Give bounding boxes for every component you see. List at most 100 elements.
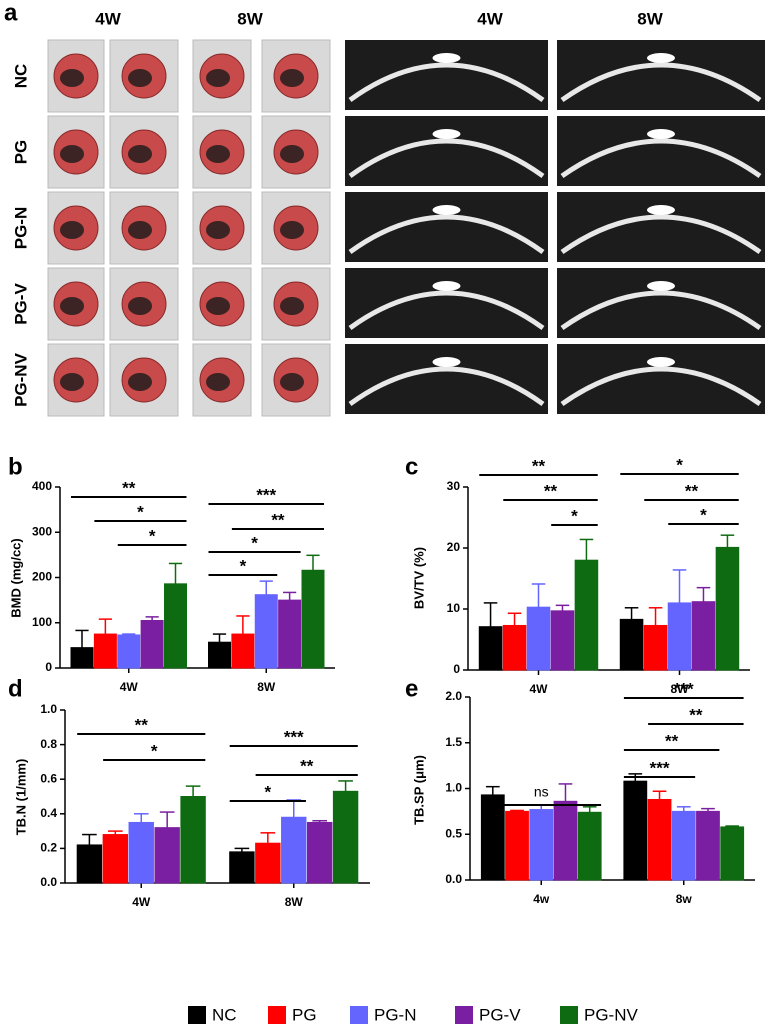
significance-label: ***: [674, 679, 694, 698]
bar: [154, 827, 180, 884]
y-axis-label: BMD (mg/cc): [8, 538, 23, 617]
x-tick-label: 4W: [132, 895, 151, 909]
column-label: 8W: [637, 9, 663, 28]
legend-label: PG-NV: [584, 1005, 639, 1024]
bone-tissue: [206, 221, 230, 239]
bone-tissue: [280, 221, 304, 239]
bone-tissue: [60, 221, 84, 239]
legend-swatch: [350, 1006, 368, 1024]
x-tick-label: 8W: [671, 682, 690, 696]
y-tick-label: 1.5: [445, 735, 462, 749]
y-tick-label: 200: [32, 570, 52, 584]
bone-tissue: [280, 145, 304, 163]
legend-swatch: [188, 1006, 206, 1024]
y-tick-label: 2.0: [445, 689, 462, 703]
ct-highlight: [432, 357, 461, 367]
bone-tissue: [128, 221, 152, 239]
significance-label: **: [665, 731, 679, 750]
significance-label: **: [135, 715, 149, 734]
bar: [619, 618, 644, 671]
ct-bone: [348, 62, 545, 103]
ct-highlight: [647, 129, 675, 139]
bar: [647, 798, 672, 881]
bar: [332, 790, 359, 884]
ct-image: [345, 40, 548, 110]
significance-label: **: [544, 481, 558, 500]
ct-image: [345, 116, 548, 186]
bar: [643, 624, 668, 671]
column-label: 8W: [237, 9, 263, 28]
x-tick-label: 4W: [530, 682, 549, 696]
bone-tissue: [280, 69, 304, 87]
significance-label: *: [251, 533, 258, 552]
significance-label: **: [122, 478, 136, 497]
bone-tissue: [206, 297, 230, 315]
bar: [255, 842, 281, 884]
bar: [553, 800, 578, 881]
bar: [140, 619, 164, 669]
legend-swatch: [455, 1006, 473, 1024]
bar: [691, 601, 716, 671]
significance-label: ***: [650, 758, 670, 777]
y-tick-label: 0: [453, 662, 460, 676]
panel-label: e: [405, 675, 418, 702]
ct-image: [557, 344, 765, 414]
significance-label: *: [265, 782, 272, 801]
y-tick-label: 20: [447, 540, 461, 554]
y-tick-label: 0.0: [40, 875, 57, 889]
bar: [180, 796, 206, 884]
bone-tissue: [60, 373, 84, 391]
legend-label: PG-N: [374, 1005, 417, 1024]
x-tick-label: 4w: [533, 892, 550, 906]
bar: [526, 606, 551, 671]
significance-label: ***: [256, 485, 276, 504]
significance-label: *: [151, 741, 158, 760]
panel-label: a: [4, 0, 18, 26]
significance-label: ns: [534, 784, 549, 800]
ct-bone: [348, 138, 545, 179]
panel-label: d: [8, 675, 23, 702]
bar: [70, 647, 94, 669]
bone-tissue: [206, 145, 230, 163]
significance-label: *: [240, 556, 247, 575]
panel-label: b: [8, 453, 23, 480]
y-tick-label: 0.8: [40, 737, 57, 751]
bar: [254, 594, 278, 669]
y-tick-label: 1.0: [40, 702, 57, 716]
bone-tissue: [128, 373, 152, 391]
bone-tissue: [206, 373, 230, 391]
bar: [278, 599, 302, 669]
ct-highlight: [432, 281, 461, 291]
bar: [102, 834, 129, 884]
bar: [671, 810, 696, 881]
ct-bone: [348, 214, 545, 255]
ct-image: [557, 192, 765, 262]
ct-image: [557, 40, 765, 110]
bone-tissue: [128, 69, 152, 87]
significance-label: **: [532, 456, 546, 475]
ct-image: [345, 268, 548, 338]
ct-highlight: [647, 281, 675, 291]
y-tick-label: 400: [32, 479, 52, 493]
ct-highlight: [647, 205, 675, 215]
significance-label: *: [676, 455, 683, 474]
bar: [550, 610, 575, 671]
ct-bone: [348, 290, 545, 331]
legend-swatch: [268, 1006, 286, 1024]
bar: [696, 810, 720, 881]
bone-tissue: [60, 145, 84, 163]
y-tick-label: 30: [447, 479, 461, 493]
x-tick-label: 8W: [285, 895, 304, 909]
bone-tissue: [280, 373, 304, 391]
panel-label: c: [405, 453, 418, 480]
row-label: PG: [11, 140, 30, 165]
y-axis-label: TB.N (1/mm): [13, 759, 28, 836]
ct-bone: [560, 138, 762, 179]
ct-highlight: [647, 53, 675, 63]
bar: [208, 641, 231, 669]
bar: [76, 844, 103, 884]
bone-tissue: [60, 69, 84, 87]
column-label: 4W: [477, 9, 503, 28]
ct-bone: [348, 366, 545, 407]
